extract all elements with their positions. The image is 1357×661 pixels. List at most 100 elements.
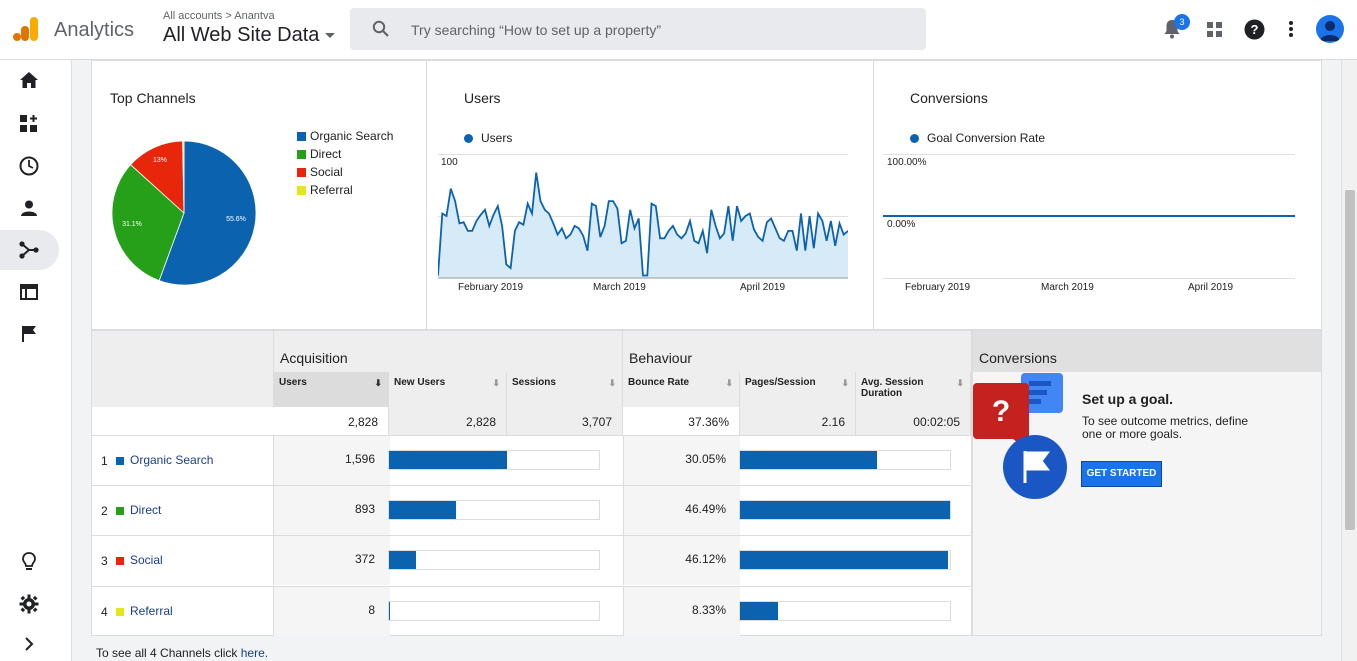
nav-admin[interactable] bbox=[0, 584, 59, 624]
col-pages-session[interactable]: Pages/Session ⬇ bbox=[740, 372, 856, 407]
users-value: 1,596 bbox=[344, 452, 375, 466]
channel-color-swatch bbox=[116, 608, 124, 616]
row-number: 4 bbox=[101, 605, 108, 619]
users-card: Users Users 100 50 February 2019 March 2… bbox=[426, 60, 874, 330]
pie-slice-referral[interactable] bbox=[182, 140, 185, 214]
behaviour-group-header: Behaviour bbox=[623, 331, 971, 372]
users-value: 372 bbox=[354, 552, 375, 566]
conversion-rate-line[interactable] bbox=[883, 215, 1295, 217]
col-bounce-rate[interactable]: Bounce Rate ⬇ bbox=[623, 372, 740, 407]
home-icon bbox=[19, 72, 38, 88]
total-bounce-rate: 37.36% bbox=[623, 407, 740, 435]
property-name: All Web Site Data bbox=[163, 24, 320, 46]
nav-audience[interactable] bbox=[0, 188, 59, 228]
bounce-rate-value: 8.33% bbox=[691, 603, 726, 617]
users-area-fill bbox=[438, 172, 848, 278]
expand-icon bbox=[24, 637, 33, 651]
conv-y-tick-0: 0.00% bbox=[887, 219, 916, 230]
pie-label-social: 13% bbox=[153, 157, 167, 164]
col-users[interactable]: Users ⬇ bbox=[274, 372, 389, 407]
row-number: 3 bbox=[101, 554, 108, 568]
conv-y-tick-100: 100.00% bbox=[887, 157, 927, 168]
pie-label-organic: 55.6% bbox=[226, 216, 246, 223]
users-line-chart[interactable] bbox=[438, 154, 848, 280]
acquisition-group-header: Acquisition bbox=[274, 331, 623, 372]
conv-x-tick-feb: February 2019 bbox=[905, 282, 971, 293]
apps-grid-icon[interactable] bbox=[1207, 22, 1223, 38]
pie-slice-organic-search[interactable] bbox=[158, 140, 257, 286]
nav-conversions[interactable] bbox=[0, 314, 59, 354]
users-bar bbox=[388, 450, 600, 470]
legend-direct: Direct bbox=[297, 147, 341, 161]
users-value: 8 bbox=[368, 603, 375, 617]
users-y-tick-100: 100 bbox=[441, 157, 458, 168]
legend-organic-search: Organic Search bbox=[297, 129, 393, 143]
settings-icon bbox=[19, 594, 38, 614]
col-avg-session-duration[interactable]: Avg. Session Duration ⬇ bbox=[856, 372, 971, 407]
more-vert-icon[interactable] bbox=[1288, 20, 1294, 38]
users-bar bbox=[388, 550, 600, 570]
top-header: Analytics All accounts > Anantva All Web… bbox=[0, 0, 1357, 60]
nav-customization[interactable] bbox=[0, 104, 59, 144]
account-avatar[interactable] bbox=[1316, 15, 1344, 43]
left-nav bbox=[0, 60, 72, 661]
table-corner bbox=[92, 331, 274, 407]
users-bar bbox=[388, 500, 600, 520]
table-row: 1 Organic Search 1,596 30.05% bbox=[91, 435, 972, 485]
nav-expand[interactable] bbox=[0, 624, 59, 661]
goal-illustration-icon: ? bbox=[973, 373, 1067, 499]
behavior-icon bbox=[19, 284, 38, 300]
legend-social: Social bbox=[297, 165, 343, 179]
audience-icon bbox=[20, 200, 37, 216]
conversions-card: Conversions Goal Conversion Rate 100.00%… bbox=[873, 60, 1322, 330]
legend-referral: Referral bbox=[297, 183, 353, 197]
page-scrollbar[interactable] bbox=[1341, 60, 1357, 661]
pie-label-direct: 31.1% bbox=[122, 221, 142, 228]
bounce-rate-bar bbox=[739, 450, 951, 470]
col-sessions[interactable]: Sessions ⬇ bbox=[507, 372, 623, 407]
property-selector[interactable]: All Web Site Data bbox=[163, 24, 336, 47]
see-all-channels-link[interactable]: here. bbox=[240, 646, 269, 660]
pie-slice-social[interactable] bbox=[130, 140, 185, 214]
nav-realtime[interactable] bbox=[0, 146, 59, 186]
bounce-rate-bar bbox=[739, 601, 951, 621]
bounce-rate-bar bbox=[739, 550, 951, 570]
nav-discover[interactable] bbox=[0, 542, 59, 582]
acquisition-icon bbox=[18, 241, 39, 259]
help-icon[interactable]: ? bbox=[1244, 19, 1265, 40]
conversions-group-header: Conversions bbox=[973, 331, 1321, 372]
nav-acquisition[interactable] bbox=[0, 230, 59, 270]
table-row: 2 Direct 893 46.49% bbox=[91, 485, 972, 535]
conversions-panel: Conversions ? Set up a goal. To see outc… bbox=[972, 330, 1322, 636]
notification-count-badge: 3 bbox=[1174, 14, 1190, 30]
total-avg-duration: 00:02:05 bbox=[856, 407, 971, 435]
channel-color-swatch bbox=[116, 507, 124, 515]
channel-link[interactable]: Referral bbox=[130, 604, 173, 618]
analytics-logo-icon[interactable] bbox=[12, 15, 40, 43]
bounce-rate-value: 30.05% bbox=[685, 452, 726, 466]
goal-description: To see outcome metrics, define one or mo… bbox=[1082, 414, 1249, 441]
get-started-button[interactable]: GET STARTED bbox=[1081, 461, 1162, 487]
total-new-users: 2,828 bbox=[389, 407, 507, 435]
footer-note: To see all 4 Channels click here. bbox=[96, 646, 269, 660]
channel-link[interactable]: Social bbox=[130, 553, 163, 567]
top-channels-pie[interactable]: 55.6% 31.1% 13% bbox=[111, 140, 257, 286]
channel-link[interactable]: Direct bbox=[130, 503, 162, 517]
search-icon bbox=[372, 20, 389, 37]
scrollbar-thumb[interactable] bbox=[1345, 190, 1355, 530]
row-number: 1 bbox=[101, 454, 108, 468]
app-name: Analytics bbox=[54, 19, 135, 41]
pie-slice-direct[interactable] bbox=[111, 164, 185, 282]
goal-headline: Set up a goal. bbox=[1082, 391, 1174, 407]
account-picker[interactable]: All accounts > Anantva All Web Site Data bbox=[163, 10, 336, 47]
col-new-users[interactable]: New Users ⬇ bbox=[389, 372, 507, 407]
table-row: 4 Referral 8 8.33% bbox=[91, 586, 972, 636]
nav-home[interactable] bbox=[0, 60, 59, 100]
row-number: 2 bbox=[101, 504, 108, 518]
channel-link[interactable]: Organic Search bbox=[130, 453, 214, 467]
realtime-icon bbox=[19, 156, 38, 176]
top-channels-card: Top Channels 55.6% 31.1% 13% Organic Sea… bbox=[91, 60, 427, 330]
search-bar[interactable]: Try searching “How to set up a property” bbox=[350, 8, 926, 50]
nav-behavior[interactable] bbox=[0, 272, 59, 312]
breadcrumb: All accounts > Anantva bbox=[163, 10, 275, 22]
